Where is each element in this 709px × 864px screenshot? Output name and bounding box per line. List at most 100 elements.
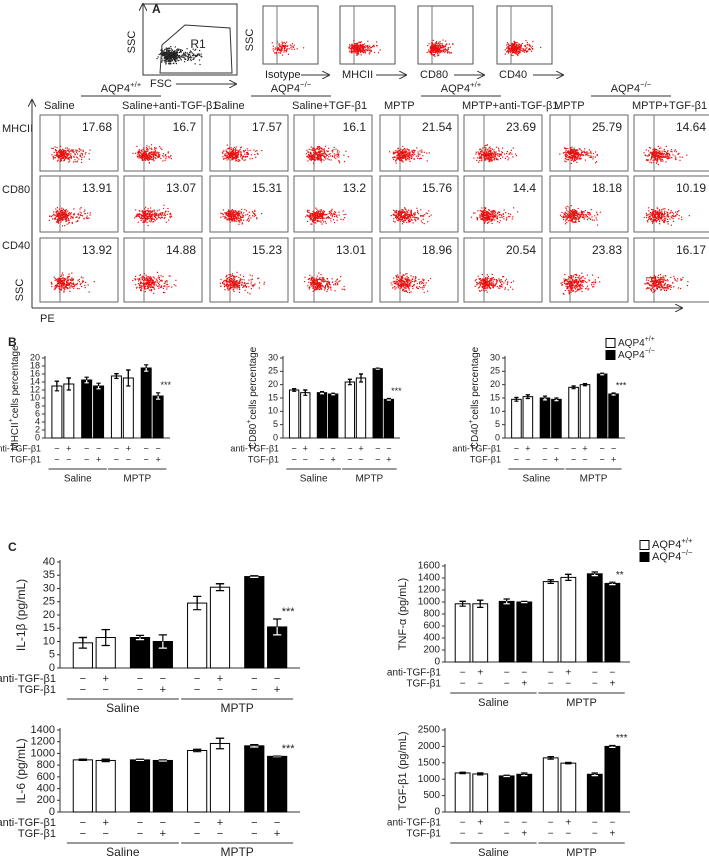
dot bbox=[506, 44, 508, 46]
dot bbox=[142, 152, 144, 154]
flow-plot-frame bbox=[463, 175, 543, 233]
dot bbox=[67, 219, 70, 221]
dot bbox=[60, 155, 62, 157]
dot bbox=[231, 149, 233, 151]
dot bbox=[61, 156, 63, 158]
dot bbox=[285, 45, 287, 47]
dot bbox=[521, 42, 524, 45]
dot bbox=[652, 154, 654, 156]
dot bbox=[516, 49, 519, 51]
dot bbox=[401, 150, 403, 152]
dot bbox=[261, 150, 263, 152]
dot bbox=[89, 214, 91, 216]
dot bbox=[668, 157, 670, 159]
dot bbox=[496, 153, 499, 155]
dot bbox=[168, 60, 171, 62]
dot bbox=[192, 55, 194, 57]
dot bbox=[235, 153, 237, 156]
dot bbox=[189, 50, 191, 52]
dot bbox=[228, 218, 230, 220]
dot-cloud bbox=[132, 144, 172, 164]
dot bbox=[323, 221, 325, 223]
dot bbox=[587, 212, 589, 214]
dot bbox=[401, 149, 404, 151]
dot bbox=[158, 209, 160, 211]
dot bbox=[483, 211, 485, 213]
dot bbox=[321, 213, 323, 216]
dot bbox=[317, 215, 319, 217]
row-label: MHCII bbox=[2, 123, 33, 135]
dot bbox=[146, 218, 148, 221]
dot bbox=[187, 59, 189, 61]
dot bbox=[433, 54, 435, 56]
dot bbox=[234, 217, 236, 219]
dot bbox=[141, 151, 143, 153]
dot bbox=[57, 214, 59, 216]
dot bbox=[400, 152, 402, 154]
dot bbox=[276, 49, 278, 51]
dot bbox=[584, 148, 586, 150]
dot bbox=[514, 52, 516, 54]
dot bbox=[261, 213, 263, 215]
dot bbox=[236, 157, 238, 159]
dot bbox=[658, 153, 660, 155]
dot bbox=[64, 155, 66, 157]
dot bbox=[161, 60, 163, 62]
dot bbox=[659, 156, 661, 158]
dot bbox=[165, 157, 167, 160]
dot bbox=[243, 212, 245, 214]
dot bbox=[433, 43, 435, 45]
gating-x-label: FSC bbox=[150, 78, 172, 90]
dot bbox=[589, 212, 591, 214]
dot bbox=[591, 219, 594, 221]
dot bbox=[362, 49, 364, 51]
dot bbox=[434, 55, 436, 57]
dot bbox=[319, 215, 321, 217]
dot bbox=[64, 217, 66, 219]
dot bbox=[413, 213, 415, 215]
dot bbox=[511, 48, 513, 50]
dot bbox=[185, 54, 187, 56]
dot bbox=[230, 155, 233, 157]
dot bbox=[580, 213, 582, 215]
dot bbox=[240, 152, 242, 154]
dot bbox=[514, 45, 516, 47]
dot bbox=[172, 55, 174, 57]
dot bbox=[307, 151, 309, 153]
dot bbox=[656, 155, 658, 157]
dot bbox=[498, 211, 500, 213]
dot bbox=[151, 218, 153, 220]
flow-plot-frame bbox=[39, 175, 119, 233]
dot-cloud bbox=[390, 207, 432, 225]
dot bbox=[506, 218, 508, 220]
dot bbox=[433, 51, 435, 53]
dot bbox=[321, 215, 323, 217]
dot bbox=[148, 220, 150, 222]
dot bbox=[666, 152, 668, 154]
dot bbox=[234, 219, 236, 221]
dot bbox=[226, 212, 228, 214]
dot bbox=[585, 216, 587, 218]
dot bbox=[159, 146, 161, 148]
dot bbox=[155, 147, 157, 149]
dot bbox=[286, 48, 289, 50]
dot bbox=[71, 222, 73, 224]
dot bbox=[169, 55, 171, 57]
dot bbox=[66, 223, 68, 225]
dot bbox=[436, 51, 438, 53]
dot bbox=[146, 145, 148, 147]
dot bbox=[150, 153, 153, 155]
dot bbox=[89, 212, 91, 214]
dot bbox=[493, 212, 495, 214]
dot bbox=[231, 218, 233, 220]
dot bbox=[228, 216, 230, 218]
dot bbox=[58, 208, 60, 210]
dot bbox=[327, 151, 329, 153]
dot bbox=[406, 210, 408, 212]
dot bbox=[399, 152, 401, 154]
dot bbox=[312, 156, 314, 159]
dot bbox=[431, 54, 433, 56]
dot bbox=[441, 44, 443, 47]
dot bbox=[142, 216, 144, 218]
dot bbox=[516, 48, 518, 50]
